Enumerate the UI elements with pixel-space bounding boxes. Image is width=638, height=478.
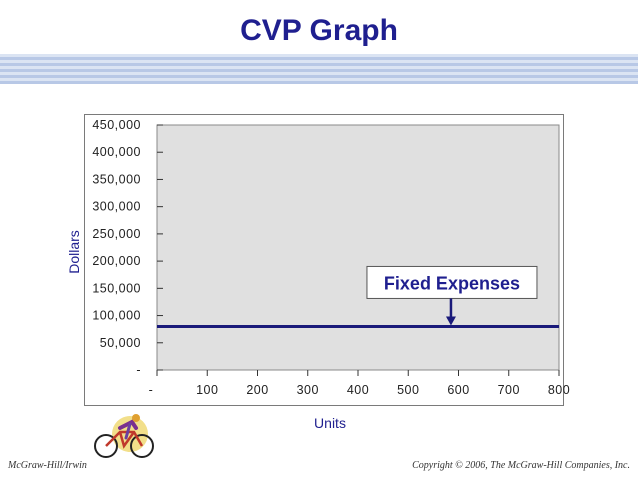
x-tick-label: -: [149, 383, 154, 397]
x-tick-label: 300: [297, 383, 319, 397]
callout-box: [366, 265, 538, 299]
x-tick-label: 500: [397, 383, 419, 397]
plot-area: [156, 124, 560, 371]
footer-copyright: Copyright © 2006, The McGraw-Hill Compan…: [412, 460, 630, 471]
x-tick-label: 600: [447, 383, 469, 397]
y-tick-label: 100,000: [92, 309, 141, 323]
y-tick-label: 200,000: [92, 254, 141, 268]
x-tick-label: 800: [548, 383, 570, 397]
y-tick-label: 350,000: [92, 172, 141, 186]
y-tick-label: 300,000: [92, 200, 141, 214]
x-axis-title: Units: [314, 415, 346, 431]
y-tick-label: 250,000: [92, 227, 141, 241]
y-tick-label: 150,000: [92, 281, 141, 295]
y-tick-label: 50,000: [100, 336, 141, 350]
title-band: [0, 54, 638, 84]
cyclist-icon: [94, 414, 154, 458]
footer-publisher: McGraw-Hill/Irwin: [8, 460, 87, 471]
y-axis-title: Dollars: [66, 230, 82, 274]
x-axis: - 100 200 300 400 500 600 700 800: [149, 370, 570, 397]
slide-title: CVP Graph: [240, 14, 398, 47]
y-axis: - 50,000 100,000 150,000 200,000 250,000 300,0…: [92, 118, 163, 377]
x-tick-label: 200: [246, 383, 268, 397]
y-tick-label: 400,000: [92, 145, 141, 159]
x-tick-label: 400: [347, 383, 369, 397]
y-tick-label: -: [136, 363, 141, 377]
annotations: Fixed Expenses: [366, 265, 538, 326]
y-tick-label: 450,000: [92, 118, 141, 132]
x-tick-label: 100: [196, 383, 218, 397]
x-tick-label: 700: [498, 383, 520, 397]
callout-label: Fixed Expenses: [384, 273, 520, 293]
callout-arrowhead: [445, 316, 456, 326]
